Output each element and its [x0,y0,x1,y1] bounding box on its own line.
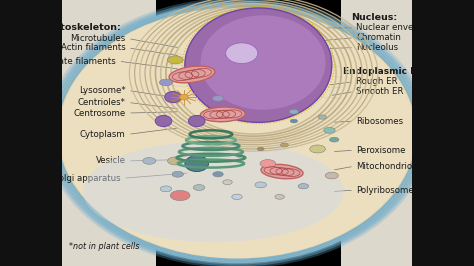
Ellipse shape [185,8,332,122]
Text: Chromatin: Chromatin [356,33,401,42]
Ellipse shape [59,8,415,258]
Text: Centrosome: Centrosome [73,109,126,118]
Ellipse shape [201,107,245,122]
Text: Microtubules: Microtubules [70,34,126,43]
Ellipse shape [193,185,205,190]
Text: Lysosome*: Lysosome* [79,86,126,95]
Text: Peroxisome: Peroxisome [356,146,406,155]
Ellipse shape [160,186,172,192]
Text: Cytoskeleton:: Cytoskeleton: [47,23,121,32]
Text: Nucleus:: Nucleus: [351,13,397,22]
Text: Mitochondrion: Mitochondrion [356,162,418,171]
Text: Nucleolus: Nucleolus [356,43,399,52]
Ellipse shape [52,3,422,263]
Text: Smooth ER: Smooth ER [356,87,404,96]
Text: Rough ER: Rough ER [356,77,398,86]
Bar [341,0,412,266]
Text: Golgi apparatus: Golgi apparatus [52,174,121,183]
Ellipse shape [168,157,183,165]
Ellipse shape [232,194,242,200]
Ellipse shape [281,143,288,147]
Ellipse shape [201,15,326,110]
Text: Ribosomes: Ribosomes [356,117,403,126]
Ellipse shape [188,115,205,127]
Text: Cytoplasm: Cytoplasm [80,130,126,139]
Text: Polyribosome: Polyribosome [356,186,414,195]
Ellipse shape [290,119,298,123]
Ellipse shape [213,172,223,177]
Ellipse shape [169,66,215,83]
Ellipse shape [255,182,266,188]
Text: *not in plant cells: *not in plant cells [69,242,139,251]
Ellipse shape [298,184,309,189]
Ellipse shape [236,154,243,157]
Ellipse shape [329,137,339,142]
Ellipse shape [223,180,232,185]
Bar [412,0,474,266]
Text: Vesicle: Vesicle [96,156,126,165]
Ellipse shape [289,109,299,114]
Ellipse shape [155,115,172,127]
Ellipse shape [168,56,183,64]
Ellipse shape [143,157,156,164]
Ellipse shape [226,43,258,64]
Text: Centrioles*: Centrioles* [78,98,126,107]
Ellipse shape [185,156,209,172]
Ellipse shape [180,94,188,100]
Text: Nuclear envelope: Nuclear envelope [356,23,432,32]
Bar [62,0,156,266]
Ellipse shape [172,171,183,177]
Ellipse shape [318,115,327,119]
Ellipse shape [260,160,276,168]
Text: Intermediate filaments: Intermediate filaments [18,57,116,66]
Text: Endoplasmic Reticulum:: Endoplasmic Reticulum: [343,67,465,76]
Ellipse shape [310,145,326,153]
Text: Actin filaments: Actin filaments [61,43,126,52]
Ellipse shape [170,190,190,201]
Ellipse shape [212,95,224,101]
Bar [0,0,62,266]
Ellipse shape [324,127,335,133]
Ellipse shape [83,141,344,242]
Ellipse shape [165,92,181,103]
Ellipse shape [159,79,173,86]
Ellipse shape [325,172,338,179]
Ellipse shape [275,194,284,199]
Ellipse shape [261,164,303,179]
Ellipse shape [257,147,264,151]
